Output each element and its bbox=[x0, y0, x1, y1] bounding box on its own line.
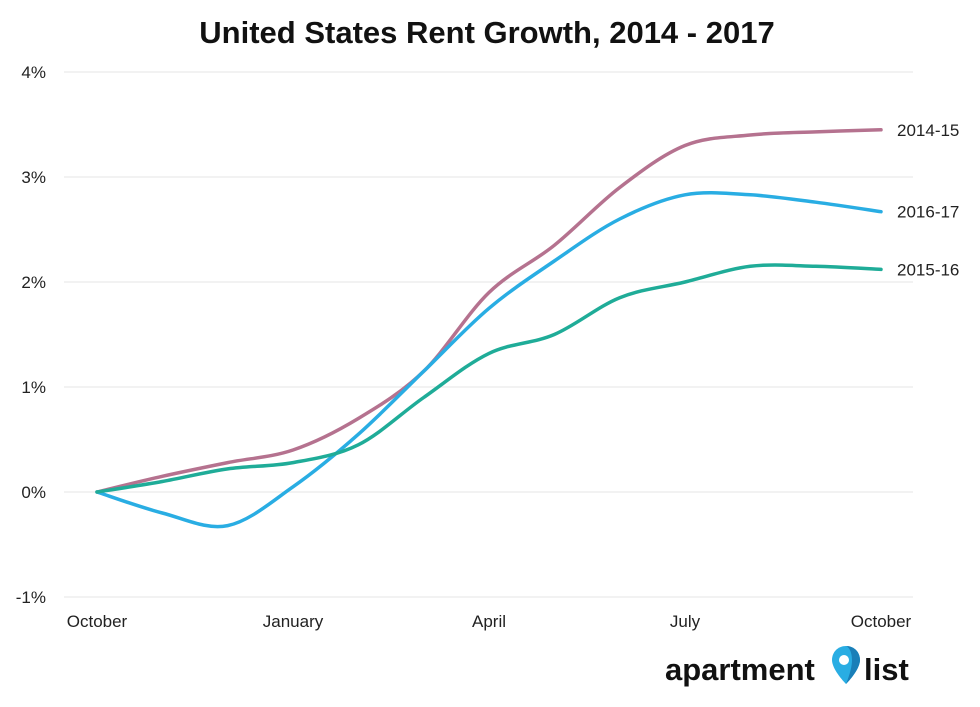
y-tick-label: 3% bbox=[21, 168, 46, 187]
logo-text-apartment: apartment bbox=[665, 652, 815, 687]
y-tick-label: 2% bbox=[21, 273, 46, 292]
y-tick-label: 4% bbox=[21, 63, 46, 82]
x-tick-label: January bbox=[263, 612, 324, 631]
x-axis-tick-labels: October January April July October bbox=[67, 612, 912, 631]
y-axis-tick-labels: 4% 3% 2% 1% 0% -1% bbox=[16, 63, 46, 607]
apartment-list-logo: apartment list bbox=[665, 646, 909, 687]
x-tick-label: April bbox=[472, 612, 506, 631]
series-line-2016-17 bbox=[95, 191, 883, 529]
gridlines bbox=[64, 71, 913, 598]
series-line-2015-16 bbox=[95, 263, 883, 494]
y-tick-label: -1% bbox=[16, 588, 46, 607]
chart-title: United States Rent Growth, 2014 - 2017 bbox=[199, 15, 774, 50]
series-line-2014-15 bbox=[95, 128, 883, 494]
series-lines bbox=[95, 128, 883, 529]
x-tick-label: October bbox=[67, 612, 128, 631]
y-tick-label: 0% bbox=[21, 483, 46, 502]
series-label: 2014-15 bbox=[897, 121, 959, 140]
series-end-labels: 2014-15 2016-17 2015-16 bbox=[897, 121, 959, 280]
logo-text-list: list bbox=[864, 652, 909, 687]
series-label: 2015-16 bbox=[897, 260, 959, 279]
x-tick-label: July bbox=[670, 612, 701, 631]
y-tick-label: 1% bbox=[21, 378, 46, 397]
x-tick-label: October bbox=[851, 612, 912, 631]
map-pin-icon bbox=[832, 646, 860, 684]
series-label: 2016-17 bbox=[897, 203, 959, 222]
